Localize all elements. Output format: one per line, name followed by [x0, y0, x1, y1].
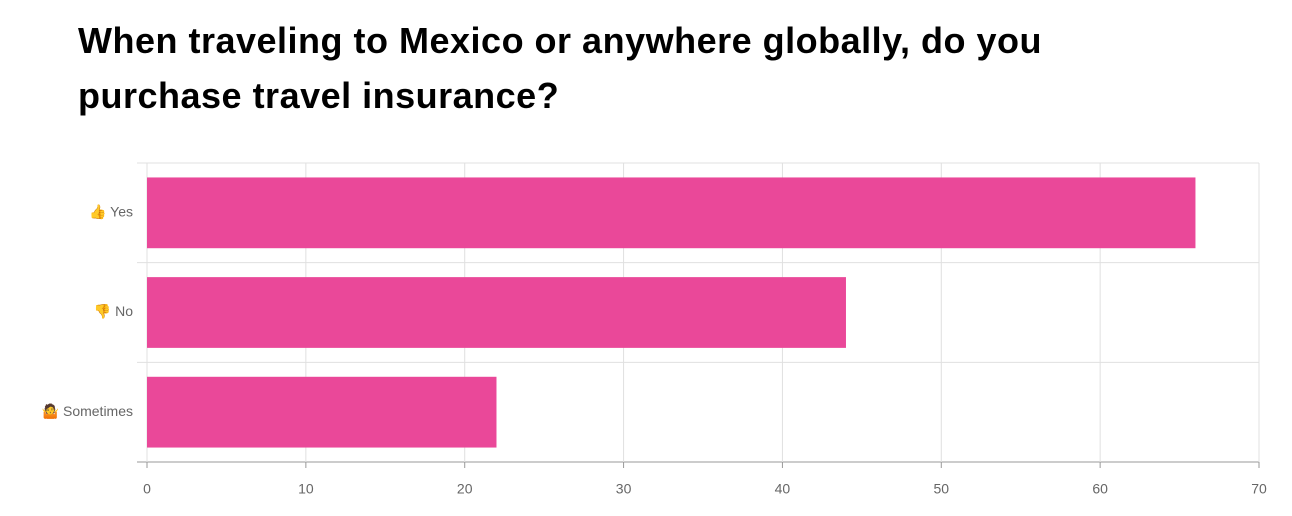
x-tick-label: 50	[933, 481, 949, 497]
y-tick-label: 👍 Yes	[89, 204, 133, 221]
x-tick-label: 70	[1251, 481, 1267, 497]
x-tick-label: 20	[457, 481, 473, 497]
bar	[147, 277, 846, 348]
x-tick-label: 30	[616, 481, 632, 497]
bar	[147, 376, 497, 448]
y-tick-label: 🤷 Sometimes	[42, 402, 133, 420]
x-tick-label: 10	[298, 481, 314, 497]
y-tick-label: 👎 No	[94, 303, 133, 320]
chart-title: When traveling to Mexico or anywhere glo…	[78, 20, 1042, 116]
x-tick-label: 40	[775, 481, 791, 497]
x-tick-label: 0	[143, 481, 151, 497]
x-tick-label: 60	[1092, 481, 1108, 497]
bar	[147, 177, 1196, 249]
